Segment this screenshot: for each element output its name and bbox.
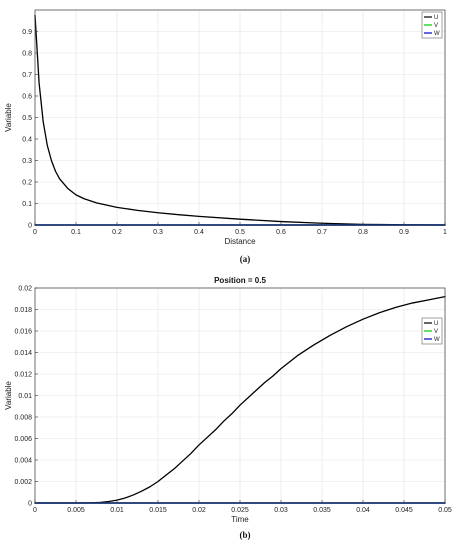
x-axis-label: Time: [231, 515, 249, 524]
x-tick-label: 0.5: [235, 229, 245, 236]
y-tick-label: 0.6: [22, 94, 32, 101]
y-tick-label: 0.016: [14, 329, 32, 336]
x-tick-label: 0.9: [399, 229, 409, 236]
y-tick-label: 0: [28, 501, 32, 508]
x-tick-label: 1: [443, 229, 447, 236]
y-tick-label: 0.3: [22, 158, 32, 165]
y-tick-label: 0.002: [14, 479, 32, 486]
y-tick-label: 0: [28, 223, 32, 230]
y-tick-label: 0.012: [14, 372, 32, 379]
y-tick-label: 0.014: [14, 350, 32, 357]
x-tick-label: 0.045: [395, 507, 413, 514]
x-tick-label: 0.005: [67, 507, 85, 514]
y-tick-label: 0.8: [22, 51, 32, 58]
legend-label-v: V: [434, 329, 438, 335]
y-tick-label: 0.018: [14, 307, 32, 314]
x-tick-label: 0.04: [356, 507, 370, 514]
y-tick-label: 0.2: [22, 180, 32, 187]
figure-caption: (a): [240, 254, 251, 264]
x-tick-label: 0.1: [71, 229, 81, 236]
x-tick-label: 0.6: [276, 229, 286, 236]
x-tick-label: 0.03: [274, 507, 288, 514]
x-tick-label: 0.05: [438, 507, 452, 514]
x-tick-label: 0.8: [358, 229, 368, 236]
series-line-u: [34, 295, 446, 504]
legend: UVW: [421, 317, 443, 345]
x-tick-label: 0.01: [110, 507, 124, 514]
x-tick-label: 0.2: [112, 229, 122, 236]
legend-label-w: W: [434, 337, 440, 343]
y-axis-label: Variable: [4, 381, 13, 410]
y-tick-label: 0.004: [14, 458, 32, 465]
legend-label-u: U: [434, 321, 438, 327]
x-tick-label: 0.7: [317, 229, 327, 236]
x-axis-label: Distance: [224, 237, 256, 246]
x-tick-label: 0: [33, 229, 37, 236]
x-tick-label: 0.035: [313, 507, 331, 514]
series-line-u: [34, 14, 446, 226]
legend: UVW: [421, 11, 443, 39]
x-tick-label: 0.4: [194, 229, 204, 236]
y-tick-label: 0.008: [14, 415, 32, 422]
legend-label-w: W: [434, 31, 440, 37]
y-tick-label: 0.4: [22, 137, 32, 144]
y-tick-label: 0.01: [18, 393, 32, 400]
x-tick-label: 0: [33, 507, 37, 514]
y-tick-label: 0.006: [14, 436, 32, 443]
chart-b: 0 0.005 0.01 0.015 0.02 0.025 0.03 0.035 0.04 0.0…: [4, 276, 452, 540]
y-tick-label: 0.1: [22, 201, 32, 208]
x-tick-label: 0.025: [231, 507, 249, 514]
x-tick-label: 0.02: [192, 507, 206, 514]
y-tick-label: 0.9: [22, 29, 32, 36]
y-tick-label: 0.02: [18, 286, 32, 293]
chart-title: Position = 0.5: [214, 276, 266, 285]
y-tick-label: 0.7: [22, 72, 32, 79]
legend-label-v: V: [434, 23, 438, 29]
x-tick-label: 0.015: [149, 507, 167, 514]
legend-label-u: U: [434, 15, 438, 21]
chart-a: 0 0.1 0.2 0.3 0.4 0.5 0.6 0.7 0.8 0.9 1 0 0.1 0.2 0.3 0…: [4, 9, 447, 264]
y-axis-label: Variable: [4, 103, 13, 132]
figure-caption: (b): [240, 530, 251, 540]
x-tick-label: 0.3: [153, 229, 163, 236]
y-tick-label: 0.5: [22, 115, 32, 122]
